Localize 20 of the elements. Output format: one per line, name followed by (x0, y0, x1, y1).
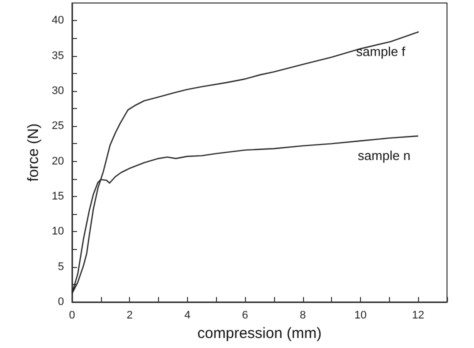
series-label: sample f (356, 44, 406, 59)
y-tick-label: 40 (52, 14, 64, 27)
y-axis-title: force (N) (24, 123, 42, 182)
x-tick-label: 2 (126, 310, 133, 322)
y-tick-label: 20 (52, 155, 64, 168)
y-tick-label: 5 (58, 260, 64, 273)
x-tick-label: 8 (300, 310, 306, 322)
x-tick-label: 6 (242, 310, 248, 322)
x-axis-title: compression (mm) (197, 324, 322, 342)
series-label: sample n (358, 148, 411, 163)
x-tick-label: 10 (354, 310, 367, 322)
y-tick-label: 15 (52, 190, 64, 202)
y-tick-label: 25 (52, 120, 64, 132)
y-tick-label: 35 (52, 50, 64, 62)
x-tick-label: 12 (412, 310, 424, 322)
x-tick-label: 0 (68, 310, 76, 322)
x-tick-label: 4 (184, 310, 190, 322)
y-tick-label: 10 (52, 226, 64, 238)
y-tick-label: 0 (58, 296, 64, 308)
y-tick-label: 30 (52, 84, 64, 97)
